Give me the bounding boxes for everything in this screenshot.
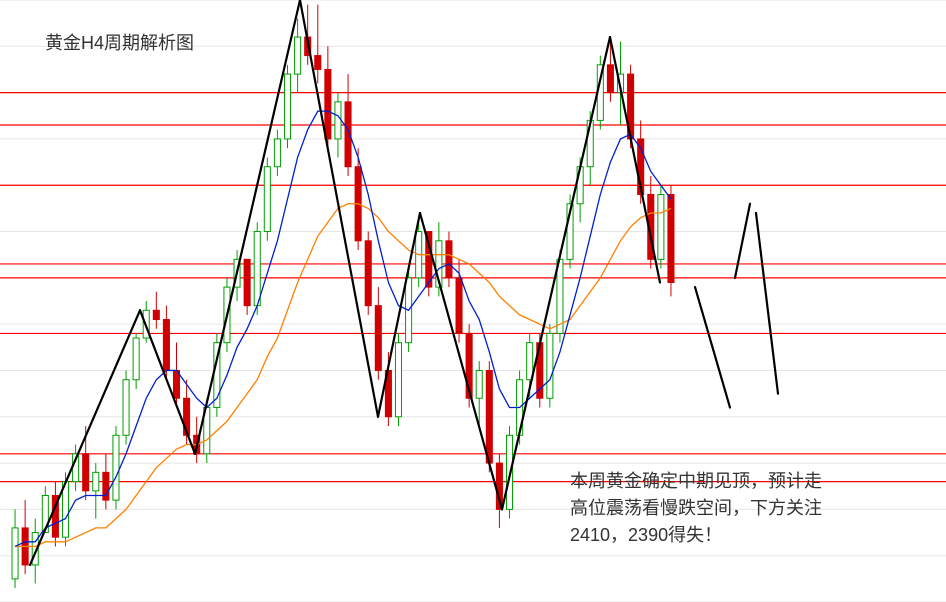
- chart-commentary: 本周黄金确定中期见顶，预计走 高位震荡看慢跌空间，下方关注 2410，2390得…: [570, 468, 822, 549]
- chart-title: 黄金H4周期解析图: [45, 30, 194, 57]
